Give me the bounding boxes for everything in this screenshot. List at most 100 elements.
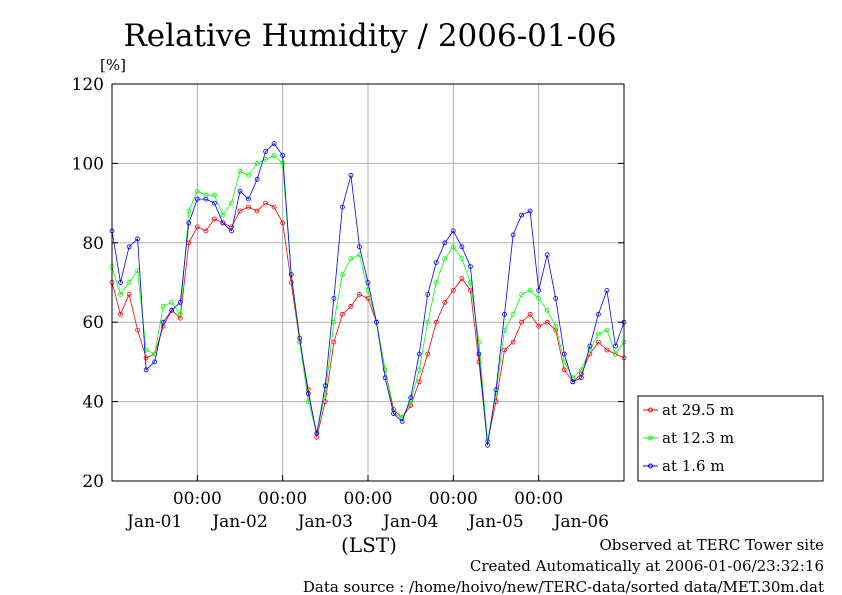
data-point xyxy=(459,256,465,262)
data-point xyxy=(271,204,277,210)
data-point xyxy=(578,375,584,381)
data-point xyxy=(288,280,294,285)
data-point xyxy=(561,367,567,373)
series-line xyxy=(111,142,625,446)
data-point xyxy=(561,351,567,357)
data-point xyxy=(467,280,473,285)
data-point xyxy=(433,319,439,325)
data-point xyxy=(194,196,200,202)
data-point xyxy=(613,343,618,349)
data-point xyxy=(331,295,337,301)
data-point xyxy=(416,379,422,385)
grid-lines xyxy=(112,84,624,481)
data-point xyxy=(186,208,192,214)
data-point xyxy=(459,244,465,250)
data-point xyxy=(126,280,132,285)
data-point xyxy=(322,391,328,397)
data-point xyxy=(596,339,601,345)
data-point xyxy=(450,244,456,250)
data-point xyxy=(246,196,251,202)
legend-swatch-marker xyxy=(648,407,653,413)
data-point xyxy=(519,212,524,218)
data-point xyxy=(596,331,601,337)
data-point xyxy=(527,287,533,293)
data-point xyxy=(433,260,439,266)
data-point xyxy=(493,387,499,393)
data-point xyxy=(527,208,533,214)
data-point xyxy=(322,383,328,389)
data-point xyxy=(476,339,482,345)
y-tick-label: 120 xyxy=(72,75,104,95)
x-time-tick-label: 00:00 xyxy=(258,489,307,509)
data-point xyxy=(280,160,286,166)
legend-swatch-marker xyxy=(648,463,653,469)
data-point xyxy=(203,228,209,234)
data-point xyxy=(476,351,482,357)
y-tick-label: 80 xyxy=(82,234,104,254)
data-point xyxy=(357,244,362,250)
data-point xyxy=(160,303,166,309)
y-axis-unit-label: [%] xyxy=(100,56,126,74)
y-tick-labels: 20 40 60 80 100 120 xyxy=(72,75,624,492)
data-point xyxy=(339,204,345,210)
data-point xyxy=(502,311,507,317)
data-point xyxy=(263,200,269,206)
y-tick-label: 100 xyxy=(72,154,104,174)
data-point xyxy=(510,232,516,238)
data-point xyxy=(118,311,123,317)
data-point xyxy=(246,172,251,178)
data-point xyxy=(408,395,414,401)
y-tick-label: 40 xyxy=(82,393,104,413)
footer-source: Data source : /home/hoivo/new/TERC-data/… xyxy=(303,578,824,595)
data-point xyxy=(382,367,388,373)
data-point xyxy=(169,299,175,305)
data-point xyxy=(399,418,405,424)
data-point xyxy=(604,327,610,333)
data-point xyxy=(118,280,123,285)
data-point xyxy=(194,188,200,194)
data-point xyxy=(305,391,311,397)
data-point xyxy=(613,351,618,357)
data-point xyxy=(186,220,192,226)
footer-site: Observed at TERC Tower site xyxy=(599,536,824,554)
x-day-label: Jan-01 xyxy=(125,512,182,532)
data-point xyxy=(152,359,158,365)
chart-title: Relative Humidity / 2006-01-06 xyxy=(123,18,616,54)
x-time-tick-label: 00:00 xyxy=(514,489,563,509)
data-point xyxy=(450,228,456,234)
data-point xyxy=(211,192,217,198)
x-tick-labels: 00:00 00:00 00:00 00:00 00:00 Jan-01 Jan-02 Jan… xyxy=(125,475,609,532)
data-point xyxy=(536,287,542,293)
data-point xyxy=(425,291,431,297)
data-point xyxy=(416,351,422,357)
series-3 xyxy=(109,141,627,448)
series-1 xyxy=(109,200,627,444)
data-point xyxy=(143,367,149,373)
x-time-tick-label: 00:00 xyxy=(429,489,478,509)
data-point xyxy=(126,291,132,297)
x-day-label: Jan-05 xyxy=(466,512,523,532)
data-point xyxy=(587,343,593,349)
data-point xyxy=(502,347,507,353)
data-point xyxy=(194,224,200,230)
data-point xyxy=(220,212,226,218)
data-point xyxy=(229,200,234,206)
data-point xyxy=(135,236,141,242)
data-point xyxy=(544,252,550,258)
data-point xyxy=(348,172,354,178)
data-point xyxy=(467,264,473,270)
data-point xyxy=(442,299,448,305)
data-point xyxy=(596,311,601,317)
data-point xyxy=(254,208,260,214)
data-point xyxy=(425,351,431,357)
data-point xyxy=(211,216,217,222)
data-point xyxy=(391,411,397,416)
data-point xyxy=(604,287,610,293)
data-point xyxy=(280,153,286,158)
y-tick-label: 20 xyxy=(82,472,104,492)
data-point xyxy=(553,323,559,329)
data-point xyxy=(118,291,123,297)
x-axis-label: (LST) xyxy=(341,533,397,557)
data-point xyxy=(570,379,576,385)
